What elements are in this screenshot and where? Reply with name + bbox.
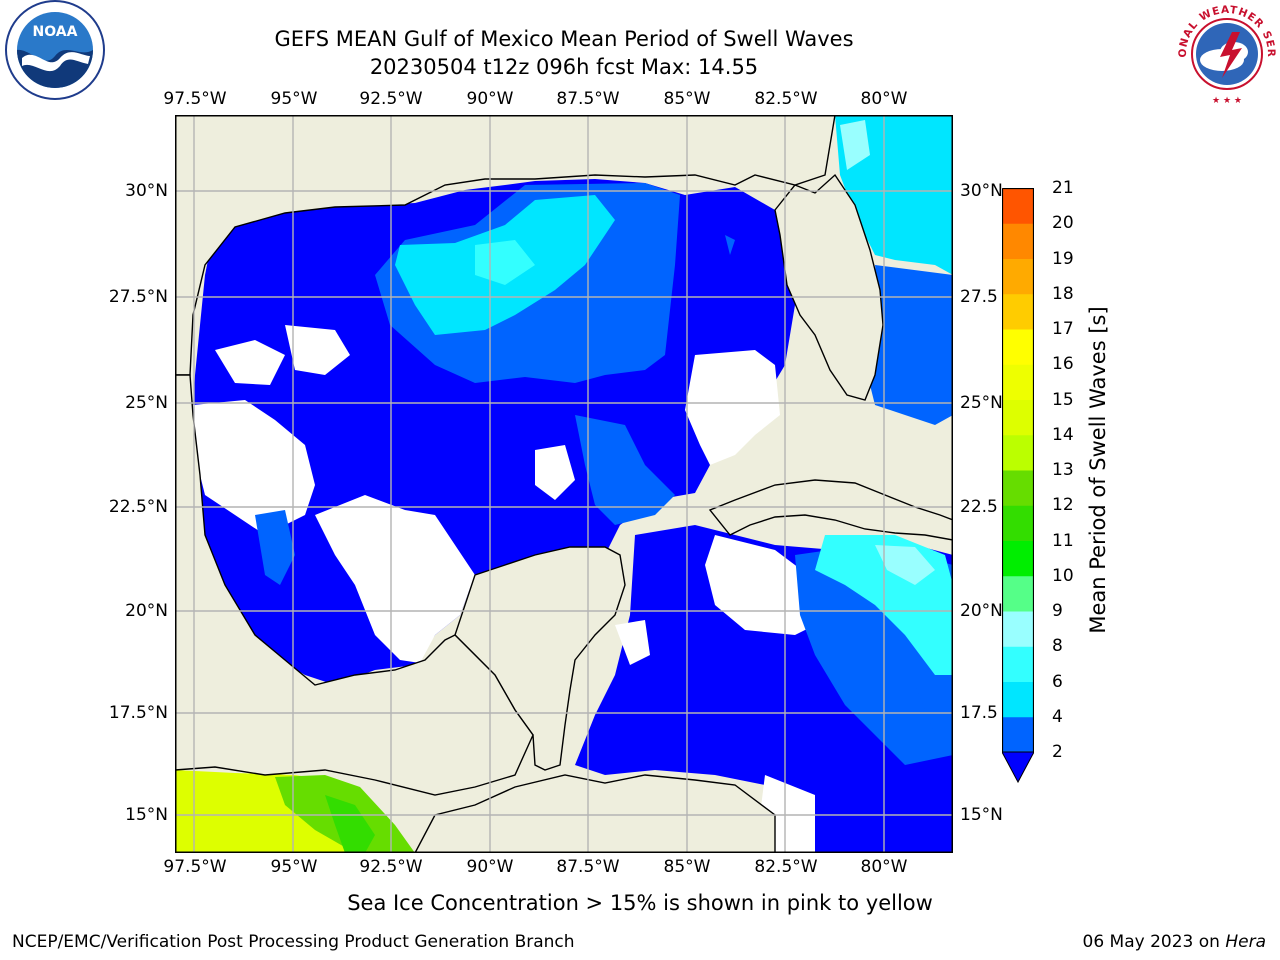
lon-label-top: 80°W [860, 89, 908, 109]
colorbar-swatches [1001, 187, 1035, 784]
map-panel [175, 115, 953, 853]
lat-label-left: 17.5°N [108, 703, 168, 723]
colorbar-swatch [1002, 575, 1034, 612]
colorbar-swatch [1002, 716, 1034, 753]
lon-label-top: 87.5°W [556, 89, 620, 109]
lon-label-top: 90°W [466, 89, 514, 109]
map-border [175, 115, 953, 853]
lon-label-bottom: 97.5°W [163, 857, 227, 877]
lat-label-left: 15°N [125, 805, 168, 825]
lat-label-right: 25°N [960, 393, 1003, 413]
colorbar-tick-label: 12 [1052, 495, 1074, 516]
colorbar-tick-label: 20 [1052, 213, 1074, 234]
lon-label-top: 95°W [270, 89, 318, 109]
colorbar-swatch [1002, 364, 1034, 400]
colorbar-tick-label: 13 [1052, 460, 1074, 480]
footer-host: Hera [1225, 932, 1266, 952]
atlantic-period-area-light [840, 120, 870, 170]
lat-label-left: 25°N [125, 393, 168, 413]
colorbar-tick-label: 16 [1052, 354, 1074, 375]
footer-credit: NCEP/EMC/Verification Post Processing Pr… [12, 932, 575, 952]
chart-title: GEFS MEAN Gulf of Mexico Mean Period of … [274, 27, 854, 51]
nws-logo: NATIONAL WEATHER SERVICE ★ ★ ★ [1172, 2, 1277, 106]
colorbar-tick-label: 6 [1052, 671, 1063, 692]
colorbar-tick-label: 11 [1052, 530, 1074, 551]
lon-label-bottom: 90°W [466, 857, 514, 877]
lat-label-left: 22.5°N [108, 497, 168, 517]
lat-label-left: 30°N [125, 181, 168, 201]
lon-label-bottom: 80°W [860, 857, 908, 877]
colorbar-swatch [1002, 293, 1034, 330]
map-graticule [175, 115, 953, 853]
low-value-areas [193, 325, 780, 663]
noaa-logo-text: NOAA [33, 24, 78, 40]
colorbar-swatch [1002, 646, 1034, 682]
colorbar-swatch [1002, 540, 1034, 577]
lat-label-right: 20°N [960, 601, 1003, 621]
colorbar-tick-label: 14 [1052, 424, 1074, 445]
colorbar-swatch [1002, 505, 1034, 541]
lon-label-top: 92.5°W [359, 89, 423, 109]
colorbar-tick-label: 21 [1052, 178, 1074, 198]
svg-text:★ ★ ★: ★ ★ ★ [1212, 96, 1242, 106]
colorbar-swatch [1002, 188, 1034, 224]
lat-label-right: 15°N [960, 805, 1003, 825]
lat-label-left: 27.5°N [108, 287, 168, 307]
colorbar-swatch [1002, 223, 1034, 259]
colorbar [1001, 187, 1035, 788]
colorbar-tick-label: 15 [1052, 389, 1074, 410]
lat-label-right: 17.5 [960, 703, 998, 723]
lat-label-left: 20°N [125, 601, 168, 621]
colorbar-title: Mean Period of Swell Waves [s] [1086, 306, 1110, 634]
lon-label-bottom: 95°W [270, 857, 318, 877]
caribbean-period-8-9 [875, 545, 935, 585]
lon-label-bottom: 87.5°W [556, 857, 620, 877]
footer-date-text: 06 May 2023 on [1082, 932, 1226, 952]
map-plot [175, 115, 953, 853]
lon-label-top: 97.5°W [163, 89, 227, 109]
colorbar-swatch [1002, 399, 1034, 436]
colorbar-tick-label: 8 [1052, 636, 1063, 657]
lon-label-bottom: 82.5°W [754, 857, 818, 877]
colorbar-tick-label: 19 [1052, 248, 1074, 269]
colorbar-swatch [1002, 681, 1034, 718]
pacific-period-11-12 [325, 795, 375, 853]
lon-label-top: 85°W [663, 89, 711, 109]
chart-subtitle: 20230504 t12z 096h fcst Max: 14.55 [369, 55, 759, 79]
lon-label-bottom: 92.5°W [359, 857, 423, 877]
colorbar-swatch [1002, 611, 1034, 647]
colorbar-tick-label: 4 [1052, 706, 1063, 727]
land-masses [175, 115, 953, 853]
sea-ice-note-text: Sea Ice Concentration > 15% is shown in … [347, 891, 933, 915]
colorbar-swatch [1002, 434, 1034, 471]
colorbar-tick-label: 17 [1052, 319, 1074, 339]
colorbar-tick-label: 10 [1052, 565, 1074, 586]
colorbar-swatch [1002, 258, 1034, 295]
lon-label-bottom: 85°W [663, 857, 711, 877]
noaa-logo: NOAA [5, 0, 105, 100]
florida-straits-area [865, 265, 953, 425]
colorbar-swatch [1002, 470, 1034, 506]
colorbar-tick-label: 2 [1052, 742, 1063, 762]
lat-label-right: 22.5 [960, 497, 998, 517]
footer-date: 06 May 2023 on Hera [1083, 932, 1267, 952]
lat-label-right: 30°N [960, 181, 1003, 201]
lat-label-right: 27.5 [960, 287, 998, 307]
lon-label-top: 82.5°W [754, 89, 818, 109]
colorbar-tick-label: 18 [1052, 283, 1074, 304]
colorbar-under-arrow [1001, 751, 1035, 784]
colorbar-tick-label: 9 [1052, 601, 1063, 621]
sea-ice-note: Sea Ice Concentration > 15% is shown in … [0, 891, 1280, 915]
colorbar-swatch [1002, 329, 1034, 365]
